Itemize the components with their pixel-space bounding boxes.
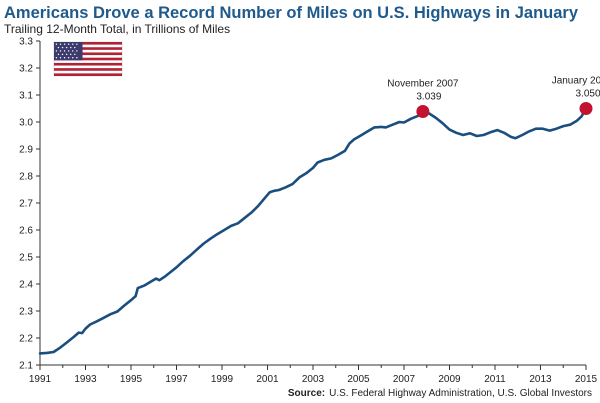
flag-star — [72, 57, 74, 59]
x-tick-label: 2011 — [484, 374, 506, 385]
y-tick-label: 2.1 — [19, 361, 33, 372]
flag-star — [59, 50, 62, 52]
series-line — [38, 107, 588, 355]
flag-star — [76, 43, 78, 45]
flag-stripe — [54, 42, 122, 45]
flag-stripe — [54, 57, 122, 61]
x-tick-label: 1999 — [211, 374, 234, 385]
source-text: U.S. Federal Highway Administration, U.S… — [329, 388, 592, 399]
y-tick-label: 2.4 — [19, 280, 33, 291]
y-tick-label: 2.3 — [19, 307, 33, 318]
y-tick-label: 2.2 — [19, 334, 33, 345]
annotations: November 2007 3.039 January 2015 3.050 — [387, 76, 600, 118]
x-tick-label: 2007 — [393, 374, 416, 385]
flag-stripe — [54, 62, 122, 66]
flag-star — [55, 50, 58, 52]
flag-star — [65, 53, 68, 56]
flag-star — [63, 50, 66, 52]
source-note: Source: U.S. Federal Highway Administrati… — [288, 388, 592, 399]
y-tick-label: 2.8 — [19, 172, 33, 183]
x-tick-label: 2009 — [438, 374, 461, 385]
x-tick-label: 2003 — [302, 374, 325, 385]
y-axis: 2.1 2.2 2.3 2.4 2.5 2.6 2.7 2.8 2.9 3.0 3.1 3.2 3.3 — [19, 37, 41, 372]
flag-stripe — [54, 73, 122, 76]
annotation-marker — [416, 104, 430, 118]
flag-star — [55, 57, 58, 59]
x-tick-label: 2013 — [529, 374, 552, 385]
annotation-value: 3.039 — [416, 91, 441, 102]
flag-star — [59, 43, 62, 45]
flag-star — [67, 57, 70, 59]
flag-star — [67, 43, 70, 45]
chart-title: Americans Drove a Record Number of Miles… — [4, 4, 579, 22]
y-tick-label: 2.5 — [19, 253, 33, 264]
y-tick-label: 2.7 — [19, 199, 33, 210]
y-tick-label: 3.3 — [19, 37, 33, 48]
y-tick-label: 3.0 — [19, 118, 33, 129]
chart-subtitle: Trailing 12-Month Total, in Trillions of… — [4, 22, 230, 36]
annotation-value: 3.050 — [575, 89, 600, 100]
x-tick-label: 1995 — [120, 374, 143, 385]
flag-star — [63, 43, 66, 45]
flag-star — [76, 50, 78, 52]
annotation-label: January 2015 — [552, 76, 600, 87]
flag-star — [57, 53, 60, 56]
x-axis: 1991 1993 1995 1997 1999 2001 2003 2005 2007 2009… — [29, 364, 598, 385]
flag-stripe — [54, 52, 122, 56]
y-tick-label: 3.1 — [19, 91, 33, 102]
flag-stripe — [54, 68, 122, 71]
flag-star — [61, 53, 64, 56]
y-tick-label: 2.6 — [19, 226, 33, 237]
flag-star — [72, 50, 74, 52]
flag-star — [63, 57, 66, 59]
annotation-marker — [579, 102, 593, 115]
y-tick-label: 3.2 — [19, 64, 33, 75]
flag-star — [74, 46, 76, 49]
source-label: Source: — [288, 388, 325, 399]
flag-star — [59, 57, 62, 59]
flag-star — [70, 53, 72, 56]
flag-star — [67, 50, 70, 52]
us-flag-icon — [53, 41, 123, 77]
flag-star — [74, 53, 76, 56]
flag-star — [76, 57, 78, 59]
x-tick-label: 2001 — [256, 374, 279, 385]
x-tick-label: 2015 — [575, 374, 598, 385]
flag-star — [72, 43, 74, 45]
x-tick-label: 2005 — [347, 374, 370, 385]
y-tick-label: 2.9 — [19, 145, 33, 156]
x-tick-label: 1997 — [165, 374, 188, 385]
flag-stripe — [54, 47, 122, 50]
annotation-label: November 2007 — [387, 78, 459, 89]
flag-star — [55, 43, 58, 45]
flag-star — [65, 46, 68, 49]
flag-star — [57, 46, 60, 49]
flag-star — [70, 46, 72, 49]
x-tick-label: 1991 — [29, 374, 52, 385]
x-tick-label: 1993 — [74, 374, 97, 385]
flag-star — [61, 46, 64, 49]
